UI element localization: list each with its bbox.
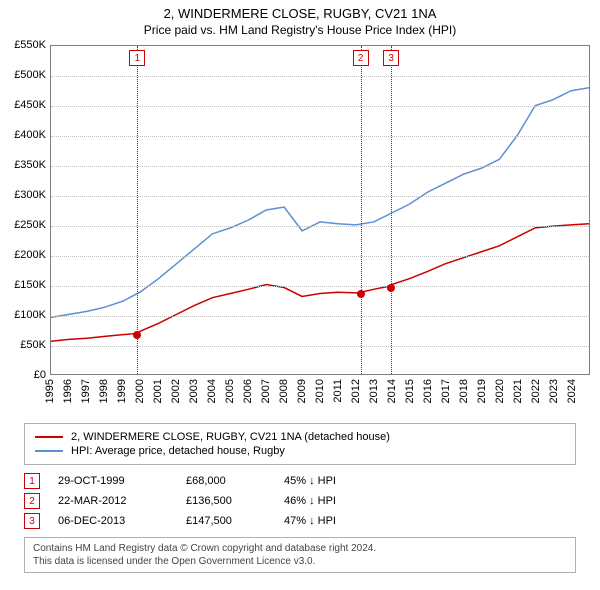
x-tick-label: 2015 <box>404 379 416 403</box>
x-tick-label: 2018 <box>458 379 470 403</box>
y-tick-label: £350K <box>2 159 46 171</box>
plot-inner: 1 23 <box>50 45 590 375</box>
x-tick-label: 2008 <box>278 379 290 403</box>
x-tick-label: 1999 <box>116 379 128 403</box>
x-tick-label: 2007 <box>260 379 272 403</box>
y-tick-label: £250K <box>2 219 46 231</box>
y-tick-label: £100K <box>2 309 46 321</box>
x-tick-label: 1996 <box>62 379 74 403</box>
x-tick-label: 2019 <box>476 379 488 403</box>
x-tick-label: 2004 <box>206 379 218 403</box>
x-tick-label: 2021 <box>512 379 524 403</box>
sale-marker-icon: 2 <box>353 50 369 66</box>
sale-point-dot <box>387 284 395 292</box>
sale-date: 29-OCT-1999 <box>58 475 168 487</box>
x-tick-label: 2003 <box>188 379 200 403</box>
sale-vline <box>391 46 392 374</box>
plot-area: 123 £0£50K£100K£150K£200K£250K£300K£350K… <box>50 45 590 375</box>
sale-price: £147,500 <box>186 515 266 527</box>
chart-title: 2, WINDERMERE CLOSE, RUGBY, CV21 1NA <box>0 6 600 21</box>
sale-marker-icon: 3 <box>383 50 399 66</box>
sale-marker-icon: 2 <box>24 493 40 509</box>
sales-row: 2 22-MAR-2012 £136,500 46% ↓ HPI <box>24 491 576 511</box>
y-tick-label: £450K <box>2 99 46 111</box>
legend: 2, WINDERMERE CLOSE, RUGBY, CV21 1NA (de… <box>24 423 576 465</box>
x-tick-label: 2017 <box>440 379 452 403</box>
y-tick-label: £200K <box>2 249 46 261</box>
sale-vline <box>137 46 138 374</box>
series-line <box>51 224 589 341</box>
x-tick-label: 2002 <box>170 379 182 403</box>
sale-vline <box>361 46 362 374</box>
x-tick-label: 2013 <box>368 379 380 403</box>
y-tick-label: £550K <box>2 39 46 51</box>
x-tick-label: 1998 <box>98 379 110 403</box>
x-tick-label: 2000 <box>134 379 146 403</box>
x-tick-label: 1995 <box>44 379 56 403</box>
sale-vs-hpi: 46% ↓ HPI <box>284 495 336 507</box>
x-tick-label: 2012 <box>350 379 362 403</box>
x-tick-label: 2011 <box>332 379 344 403</box>
y-tick-label: £400K <box>2 129 46 141</box>
x-tick-label: 2020 <box>494 379 506 403</box>
x-tick-label: 2009 <box>296 379 308 403</box>
sales-row: 3 06-DEC-2013 £147,500 47% ↓ HPI <box>24 511 576 531</box>
x-tick-label: 2014 <box>386 379 398 403</box>
legend-swatch <box>35 450 63 452</box>
sale-date: 22-MAR-2012 <box>58 495 168 507</box>
sale-vs-hpi: 45% ↓ HPI <box>284 475 336 487</box>
x-axis-ticks: 1995199619971998199920002001200220032004… <box>50 375 590 419</box>
sale-vs-hpi: 47% ↓ HPI <box>284 515 336 527</box>
y-tick-label: £0 <box>2 369 46 381</box>
sales-row: 1 29-OCT-1999 £68,000 45% ↓ HPI <box>24 471 576 491</box>
y-tick-label: £50K <box>2 339 46 351</box>
series-line <box>51 88 589 318</box>
footer-line: This data is licensed under the Open Gov… <box>33 555 567 568</box>
sale-marker-icon: 3 <box>24 513 40 529</box>
x-tick-label: 2010 <box>314 379 326 403</box>
x-tick-label: 2001 <box>152 379 164 403</box>
sale-marker-icon: 1 <box>24 473 40 489</box>
y-tick-label: £500K <box>2 69 46 81</box>
legend-label: 2, WINDERMERE CLOSE, RUGBY, CV21 1NA (de… <box>71 431 390 443</box>
title-block: 2, WINDERMERE CLOSE, RUGBY, CV21 1NA Pri… <box>0 0 600 37</box>
legend-label: HPI: Average price, detached house, Rugb… <box>71 445 285 457</box>
x-tick-label: 2006 <box>242 379 254 403</box>
footer-line: Contains HM Land Registry data © Crown c… <box>33 542 567 555</box>
x-tick-label: 2022 <box>530 379 542 403</box>
series-svg <box>51 46 589 374</box>
sale-point-dot <box>357 290 365 298</box>
y-tick-label: £150K <box>2 279 46 291</box>
x-tick-label: 2023 <box>548 379 560 403</box>
footer: Contains HM Land Registry data © Crown c… <box>24 537 576 573</box>
chart-container: 2, WINDERMERE CLOSE, RUGBY, CV21 1NA Pri… <box>0 0 600 573</box>
sale-date: 06-DEC-2013 <box>58 515 168 527</box>
x-tick-label: 2016 <box>422 379 434 403</box>
x-tick-label: 2005 <box>224 379 236 403</box>
chart-subtitle: Price paid vs. HM Land Registry's House … <box>0 23 600 37</box>
x-tick-label: 1997 <box>80 379 92 403</box>
sale-point-dot <box>133 331 141 339</box>
sale-price: £68,000 <box>186 475 266 487</box>
y-tick-label: £300K <box>2 189 46 201</box>
sale-marker-icon: 1 <box>129 50 145 66</box>
legend-item: 2, WINDERMERE CLOSE, RUGBY, CV21 1NA (de… <box>35 430 565 444</box>
legend-item: HPI: Average price, detached house, Rugb… <box>35 444 565 458</box>
sales-table: 1 29-OCT-1999 £68,000 45% ↓ HPI 2 22-MAR… <box>24 471 576 531</box>
sale-price: £136,500 <box>186 495 266 507</box>
x-tick-label: 2024 <box>566 379 578 403</box>
legend-swatch <box>35 436 63 438</box>
